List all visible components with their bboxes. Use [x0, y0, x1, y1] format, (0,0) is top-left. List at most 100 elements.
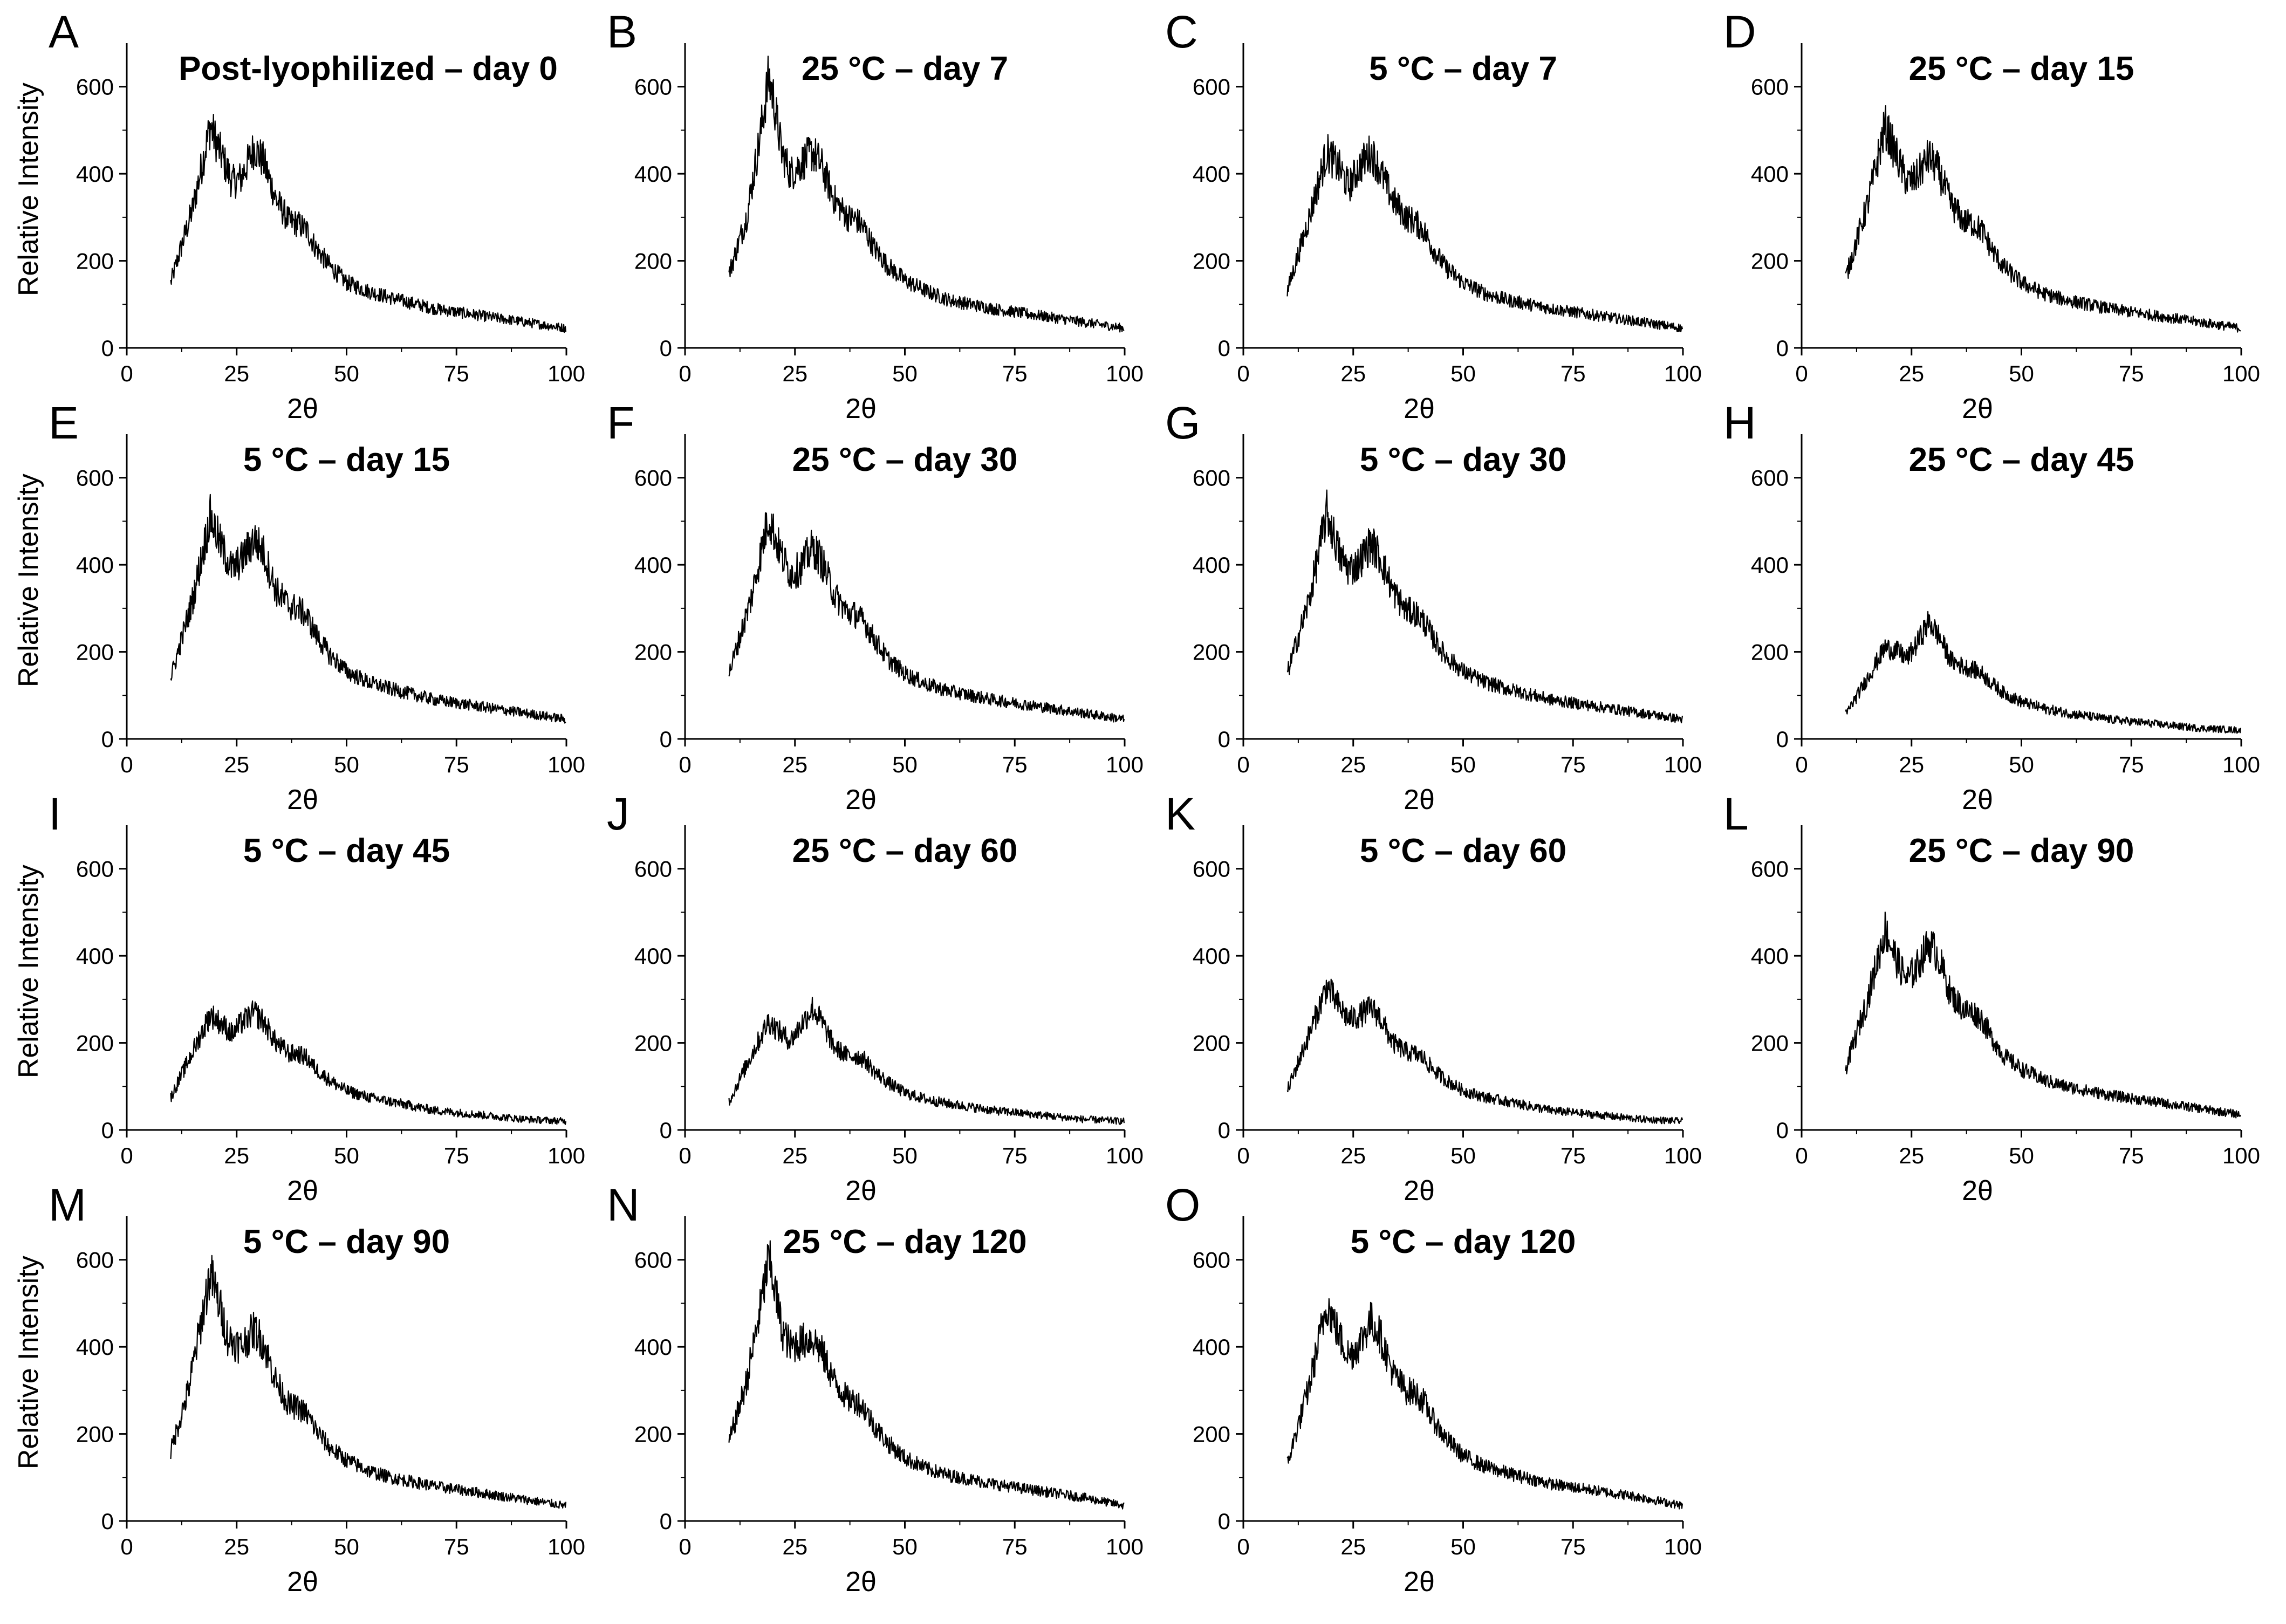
panel-letter: N — [607, 1180, 640, 1230]
x-tick-label: 50 — [334, 752, 359, 777]
x-axis-label: 2θ — [1404, 393, 1435, 424]
panel-title: 5 °C – day 30 — [1360, 441, 1566, 478]
x-axis-label: 2θ — [287, 784, 318, 816]
x-tick-label: 25 — [782, 361, 807, 386]
panel-letter: B — [607, 6, 637, 57]
x-tick-label: 25 — [1340, 1143, 1366, 1168]
y-tick-label: 200 — [1193, 1422, 1230, 1447]
y-tick-label: 400 — [1193, 943, 1230, 969]
panel-k: 0 25 50 75 100 0 200 400 600 2θ K 5 °C – day 60 — [1165, 789, 1702, 1207]
y-tick-label: 400 — [1193, 552, 1230, 578]
panel-letter: F — [607, 398, 634, 448]
x-tick-label: 75 — [1560, 1534, 1586, 1559]
y-tick-label: 0 — [1776, 1118, 1789, 1143]
panel-e: 0 25 50 75 100 0 200 400 600 2θ Relative Intensity… — [13, 398, 585, 816]
x-tick-label: 50 — [892, 752, 918, 777]
x-tick-label: 50 — [334, 1143, 359, 1168]
x-tick-label: 25 — [782, 1143, 807, 1168]
panel-o: 0 25 50 75 100 0 200 400 600 2θ O 5 °C – day 120 — [1165, 1180, 1702, 1598]
y-tick-label: 600 — [76, 1248, 114, 1273]
panel-title: 25 °C – day 15 — [1909, 50, 2134, 87]
y-tick-label: 200 — [76, 640, 114, 665]
y-tick-label: 600 — [634, 1248, 672, 1273]
x-tick-label: 75 — [1560, 1143, 1586, 1168]
series-line — [1845, 611, 2242, 734]
panel-letter: J — [607, 789, 629, 839]
x-tick-label: 0 — [679, 1534, 691, 1559]
x-tick-label: 0 — [120, 1143, 133, 1168]
x-tick-label: 0 — [1795, 1143, 1808, 1168]
x-axis-label: 2θ — [845, 393, 877, 424]
panel-a: 0 25 50 75 100 0 200 400 600 2θ Relative Intensity… — [13, 6, 585, 424]
x-tick-label: 75 — [444, 1143, 469, 1168]
y-tick-label: 200 — [634, 1031, 672, 1056]
x-tick-label: 25 — [1340, 1534, 1366, 1559]
panel-title: 25 °C – day 120 — [783, 1223, 1026, 1260]
y-tick-label: 200 — [634, 249, 672, 274]
y-tick-label: 0 — [101, 727, 114, 752]
x-tick-label: 25 — [224, 1143, 249, 1168]
y-axis-label: Relative Intensity — [13, 83, 44, 296]
y-tick-label: 400 — [1751, 161, 1789, 187]
y-tick-label: 200 — [1751, 1031, 1789, 1056]
x-tick-label: 100 — [1664, 1143, 1702, 1168]
x-tick-label: 75 — [1002, 1143, 1028, 1168]
panel-title: 5 °C – day 90 — [243, 1223, 450, 1260]
y-tick-label: 600 — [1193, 74, 1230, 100]
y-tick-label: 400 — [634, 552, 672, 578]
y-tick-label: 0 — [1776, 335, 1789, 361]
y-tick-label: 200 — [1751, 640, 1789, 665]
x-axis-label: 2θ — [1404, 1175, 1435, 1207]
y-tick-label: 600 — [1751, 74, 1789, 100]
series-line — [170, 1255, 567, 1509]
panel-b: 0 25 50 75 100 0 200 400 600 2θ B 25 °C – day 7 — [607, 6, 1144, 424]
x-tick-label: 0 — [120, 752, 133, 777]
panel-letter: L — [1723, 789, 1749, 839]
x-tick-label: 100 — [1664, 361, 1702, 386]
x-axis-label: 2θ — [845, 1566, 877, 1598]
x-axis-label: 2θ — [845, 784, 877, 816]
x-tick-label: 0 — [120, 361, 133, 386]
y-tick-label: 600 — [1193, 1248, 1230, 1273]
panel-title: Post-lyophilized – day 0 — [179, 50, 558, 87]
y-tick-label: 0 — [1218, 727, 1230, 752]
x-tick-label: 25 — [224, 1534, 249, 1559]
series-line — [728, 56, 1125, 333]
y-tick-label: 0 — [1218, 1118, 1230, 1143]
panel-m: 0 25 50 75 100 0 200 400 600 2θ Relative Intensity… — [13, 1180, 585, 1598]
x-tick-label: 100 — [547, 752, 585, 777]
x-axis-label: 2θ — [1962, 1175, 1993, 1207]
x-tick-label: 0 — [1237, 752, 1249, 777]
x-tick-label: 50 — [1450, 1143, 1476, 1168]
y-tick-label: 0 — [660, 1509, 672, 1534]
series-line — [1845, 105, 2241, 333]
panel-title: 25 °C – day 60 — [792, 832, 1018, 869]
x-tick-label: 25 — [224, 752, 249, 777]
y-tick-label: 600 — [1193, 465, 1230, 491]
y-tick-label: 0 — [1218, 335, 1230, 361]
x-tick-label: 0 — [1237, 361, 1249, 386]
x-tick-label: 50 — [334, 1534, 359, 1559]
y-tick-label: 0 — [660, 1118, 672, 1143]
panel-title: 5 °C – day 7 — [1369, 50, 1557, 87]
panel-letter: H — [1723, 398, 1756, 448]
x-tick-label: 25 — [1340, 752, 1366, 777]
panel-letter: E — [49, 398, 79, 448]
x-tick-label: 100 — [2222, 361, 2260, 386]
x-tick-label: 100 — [547, 361, 585, 386]
y-tick-label: 200 — [76, 249, 114, 274]
panel-letter: K — [1165, 789, 1195, 839]
y-tick-label: 200 — [634, 1422, 672, 1447]
x-tick-label: 0 — [679, 361, 691, 386]
x-tick-label: 0 — [679, 1143, 691, 1168]
panel-title: 25 °C – day 7 — [802, 50, 1008, 87]
x-tick-label: 100 — [2222, 1143, 2260, 1168]
y-tick-label: 600 — [76, 74, 114, 100]
x-tick-label: 50 — [334, 361, 359, 386]
panel-letter: A — [49, 6, 79, 57]
y-tick-label: 200 — [1193, 249, 1230, 274]
x-tick-label: 50 — [2009, 1143, 2034, 1168]
series-line — [1286, 978, 1683, 1125]
y-tick-label: 400 — [1751, 943, 1789, 969]
